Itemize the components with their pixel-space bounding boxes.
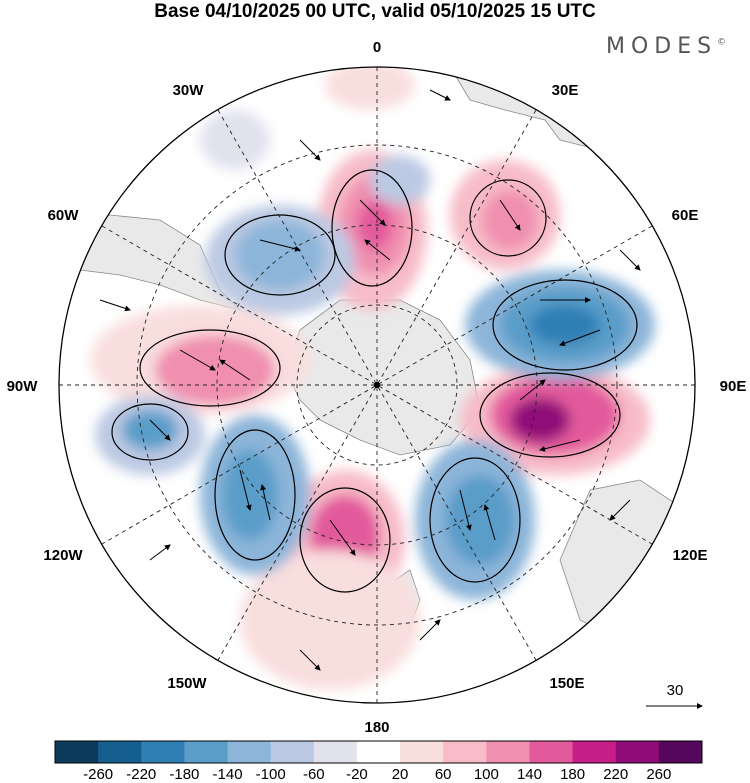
colorbar-swatch [356,741,401,763]
brand-logo: MODES© [606,34,727,59]
lon-label-30w: 30W [173,82,205,99]
antarctica-land [284,299,481,456]
lon-label-90e: 90E [720,378,747,395]
lon-label-120w: 120W [43,547,83,564]
lon-label-0: 0 [373,39,381,56]
colorbar-swatch [98,741,142,763]
lon-label-150e: 150E [549,675,584,692]
lon-label-60e: 60E [672,207,699,224]
colorbar-border [54,740,703,764]
colorbar-swatch [55,741,99,763]
lon-label-30e: 30E [552,82,579,99]
anomaly-field [90,67,655,690]
colorbar-tick-label: 220 [603,766,628,783]
colorbar-swatch [615,741,660,763]
colorbar-swatch [270,741,315,763]
colorbar-tick-label: -180 [169,766,199,783]
contour-lines [111,169,638,593]
colorbar-tick-label: 260 [646,766,671,783]
colorbar-tick-label: 180 [560,766,585,783]
lon-label-150w: 150W [167,675,207,692]
colorbar-tick-label: -60 [303,766,325,783]
lon-label-90w: 90W [7,378,39,395]
colorbar [54,740,703,764]
colorbar-tick-label: -20 [346,766,368,783]
wind-vectors [99,89,641,671]
lon-label-180: 180 [364,719,389,736]
graticule [59,67,695,703]
colorbar-swatch [227,741,272,763]
colorbar-swatch [141,741,185,763]
colorbar-tick-label: 140 [517,766,542,783]
colorbar-swatch [572,741,617,763]
colorbar-swatch [658,741,703,763]
chart-title: Base 04/10/2025 00 UTC, valid 05/10/2025… [154,1,596,22]
colorbar-swatch [486,741,530,763]
colorbar-swatch [529,741,574,763]
colorbar-tick-label: 100 [474,766,499,783]
colorbar-swatch [313,741,358,763]
map-border [58,66,696,704]
map-disk [59,67,695,703]
south-pole-marker [374,382,380,388]
colorbar-tick-label: -260 [83,766,113,783]
lon-label-120e: 120E [672,547,707,564]
colorbar-ticks: -260 -220 -180 -140 -100 -60 -20 20 60 100 140 180 2… [83,766,671,783]
colorbar-tick-label: -100 [256,766,286,783]
longitude-labels: 0 30E 60E 90E 120E 150E 180 150W 120W 90… [7,39,747,736]
colorbar-tick-label: -140 [213,766,243,783]
reference-vector: 30 [646,682,703,709]
colorbar-tick-label: -220 [126,766,156,783]
lon-label-60w: 60W [48,207,80,224]
colorbar-swatch [184,741,229,763]
colorbar-tick-label: 20 [392,766,409,783]
reference-vector-label: 30 [667,682,684,699]
colorbar-swatch [400,741,444,763]
colorbar-swatch [443,741,487,763]
colorbar-tick-label: 60 [435,766,452,783]
